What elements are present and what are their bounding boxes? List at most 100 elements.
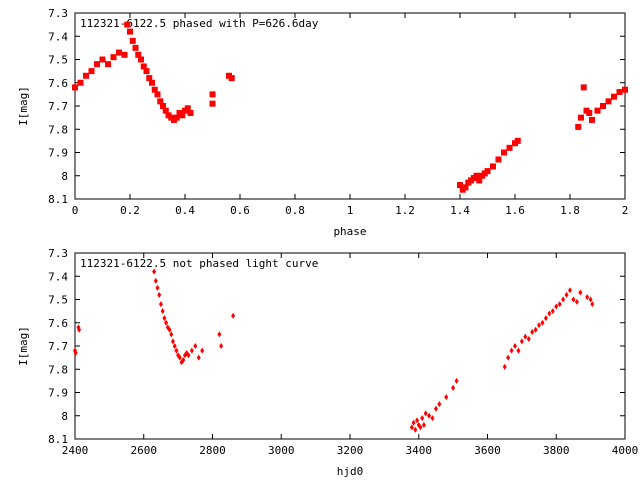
- y-tick-label: 7.7: [48, 100, 68, 113]
- data-point: [418, 424, 423, 431]
- data-point: [200, 347, 205, 354]
- data-point: [173, 114, 180, 121]
- data-point: [135, 51, 142, 58]
- data-point: [189, 347, 194, 354]
- data-point: [533, 326, 538, 333]
- x-axis-label: hjd0: [337, 465, 364, 478]
- data-point: [580, 84, 587, 91]
- data-point: [77, 79, 84, 86]
- y-tick-label: 7.3: [48, 7, 68, 20]
- data-point: [588, 296, 593, 303]
- data-point: [193, 343, 198, 349]
- data-point: [146, 75, 153, 82]
- x-tick-label: 2: [622, 204, 629, 217]
- data-point: [88, 68, 95, 75]
- x-tick-label: 0.6: [230, 204, 250, 217]
- data-point: [509, 347, 514, 354]
- y-tick-label: 7.9: [48, 147, 68, 160]
- y-tick-label: 7.8: [48, 123, 68, 136]
- data-point: [157, 291, 162, 298]
- data-point: [154, 91, 161, 98]
- data-point: [99, 56, 106, 63]
- data-point: [589, 116, 595, 123]
- x-tick-label: 3200: [337, 444, 364, 457]
- data-point: [162, 107, 169, 114]
- data-point: [594, 107, 601, 114]
- data-point: [231, 312, 236, 319]
- y-tick-label: 7.4: [48, 270, 68, 283]
- data-point: [578, 289, 583, 296]
- data-point: [540, 319, 545, 326]
- data-point: [622, 86, 628, 93]
- y-tick-label: 7.6: [48, 317, 68, 330]
- data-point: [162, 315, 167, 322]
- data-point: [530, 329, 535, 336]
- data-point: [116, 49, 122, 56]
- y-tick-label: 8.1: [48, 433, 68, 446]
- x-tick-label: 0.4: [175, 204, 195, 217]
- data-point: [502, 363, 507, 370]
- data-point: [157, 98, 164, 105]
- data-point: [423, 410, 428, 417]
- y-tick-label: 7.5: [48, 54, 68, 67]
- data-point: [586, 109, 593, 116]
- data-point: [537, 322, 542, 329]
- data-point: [217, 331, 222, 338]
- x-tick-label: 1.4: [450, 204, 470, 217]
- data-point: [143, 68, 150, 75]
- data-point: [77, 326, 82, 333]
- data-point: [129, 37, 136, 44]
- y-tick-label: 7.8: [48, 363, 68, 376]
- x-tick-label: 1.6: [505, 204, 525, 217]
- data-point: [506, 354, 511, 361]
- data-point: [514, 137, 521, 144]
- data-point: [476, 177, 483, 184]
- chart-panel-2: 2400 2600 2800 3000 3200 3400 3600 3800 4000 7.3 7…: [17, 247, 638, 478]
- data-point: [415, 417, 420, 424]
- data-point: [73, 349, 78, 356]
- data-point: [179, 112, 186, 119]
- data-point: [571, 296, 576, 303]
- data-point: [561, 296, 566, 303]
- data-point: [149, 79, 155, 86]
- data-point: [409, 424, 414, 431]
- y-tick-label: 8: [61, 410, 68, 423]
- data-point: [169, 331, 174, 338]
- x-tick-label: 2400: [62, 444, 89, 457]
- x-tick-label: 1: [347, 204, 354, 217]
- data-point: [219, 343, 224, 349]
- data-point: [501, 149, 507, 156]
- y-tick-label: 7.3: [48, 247, 68, 260]
- data-point: [574, 298, 579, 305]
- chart-title: 112321-6122.5 not phased light curve: [80, 257, 318, 270]
- data-point: [462, 184, 469, 191]
- x-tick-label: 3600: [474, 444, 501, 457]
- data-point: [495, 156, 502, 163]
- data-point: [172, 343, 177, 349]
- data-point: [605, 98, 612, 105]
- data-point: [578, 114, 584, 121]
- y-tick-label: 7.9: [48, 387, 68, 400]
- data-point: [554, 303, 559, 310]
- y-tick-label: 8.1: [48, 193, 68, 206]
- data-point: [174, 347, 179, 354]
- data-series: [73, 268, 595, 433]
- data-point: [105, 61, 111, 68]
- data-point: [411, 419, 416, 426]
- data-point: [451, 384, 456, 391]
- data-point: [616, 89, 623, 96]
- y-tick-label: 7.7: [48, 340, 68, 353]
- y-tick-label: 7.5: [48, 294, 68, 307]
- data-point: [454, 377, 459, 384]
- data-point: [430, 415, 435, 422]
- data-point: [94, 61, 100, 68]
- data-point: [473, 172, 480, 179]
- data-point: [506, 144, 513, 151]
- x-tick-label: 3000: [268, 444, 295, 457]
- x-tick-label: 0.8: [285, 204, 305, 217]
- data-point: [181, 356, 186, 363]
- data-point: [132, 44, 139, 51]
- x-axis-label: phase: [333, 225, 366, 238]
- data-point: [513, 343, 517, 349]
